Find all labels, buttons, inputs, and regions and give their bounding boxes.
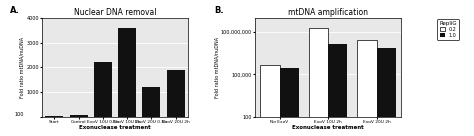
Title: Nuclear DNA removal: Nuclear DNA removal <box>74 8 156 17</box>
Bar <box>280 68 299 136</box>
Legend: 0.2, 1.0: 0.2, 1.0 <box>437 19 459 40</box>
Text: 100: 100 <box>14 112 23 117</box>
Bar <box>328 44 347 136</box>
X-axis label: Exonuclease treatment: Exonuclease treatment <box>79 125 151 130</box>
Bar <box>142 87 161 117</box>
Text: A.: A. <box>10 6 20 15</box>
Y-axis label: Fold ratio mtDNA/nuDNA: Fold ratio mtDNA/nuDNA <box>214 37 219 98</box>
Title: mtDNA amplification: mtDNA amplification <box>288 8 368 17</box>
Bar <box>376 48 396 136</box>
X-axis label: Exonuclease treatment: Exonuclease treatment <box>292 125 364 130</box>
Bar <box>309 28 328 136</box>
Bar <box>166 70 185 117</box>
Bar <box>94 62 112 117</box>
Bar <box>70 115 88 117</box>
Bar <box>118 28 136 117</box>
Bar <box>260 65 280 136</box>
Bar <box>46 116 64 117</box>
Y-axis label: Fold ratio mtDNA/nuDNA: Fold ratio mtDNA/nuDNA <box>20 37 25 98</box>
Bar <box>357 40 376 136</box>
Text: B.: B. <box>215 6 224 15</box>
